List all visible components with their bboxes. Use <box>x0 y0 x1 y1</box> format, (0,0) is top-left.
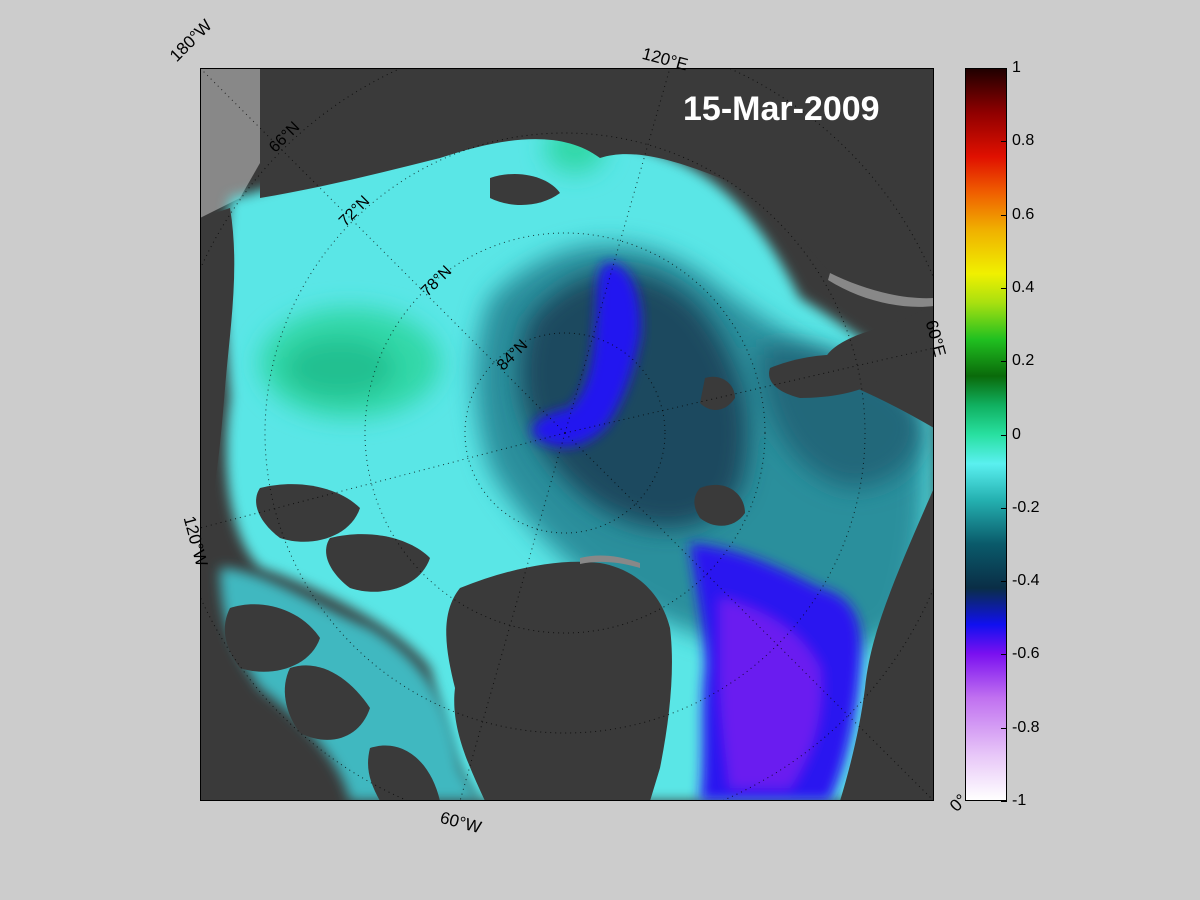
colorbar-tick-mark <box>1001 68 1007 69</box>
latitude-circles <box>200 68 934 801</box>
colorbar-tick-label: -0.6 <box>1012 645 1040 663</box>
svalbard <box>694 484 745 526</box>
colorbar-tick-mark <box>1001 287 1007 289</box>
colorbar-tick-mark <box>1001 141 1007 143</box>
colorbar-tick-label: 0 <box>1012 425 1021 443</box>
scandinavia <box>840 488 934 801</box>
blue-strip-ice <box>532 262 641 447</box>
colorbar-tick-mark <box>1001 654 1007 656</box>
colorbar-tick-mark <box>1001 361 1007 363</box>
colorbar-tick-mark <box>1001 434 1007 436</box>
arctic-map <box>200 68 934 801</box>
meridian-lines <box>200 68 934 801</box>
canada-islands-3 <box>224 604 320 672</box>
colorbar-tick-label: -0.4 <box>1012 572 1040 590</box>
green-ice-core <box>285 338 395 398</box>
coastal-fringe-1 <box>828 273 934 307</box>
lon-label-180w: 180°W <box>166 15 216 66</box>
map-frame <box>200 68 934 801</box>
colorbar-tick-mark <box>1001 581 1007 583</box>
colorbar-tick-label: 1 <box>1012 59 1021 76</box>
novaya-zemlya <box>769 354 890 398</box>
coastal-fringe-2 <box>580 555 640 568</box>
barents-violet-core <box>720 598 821 788</box>
canada-islands-6 <box>368 745 440 801</box>
lon-label-60w: 60°W <box>438 808 484 838</box>
greenland-landmass <box>446 561 672 801</box>
franz-josef-land <box>700 376 735 410</box>
colorbar-tick-label: 0.2 <box>1012 352 1035 370</box>
colorbar-tick-label: 0.6 <box>1012 205 1035 223</box>
new-siberian-islands <box>490 173 560 205</box>
dark-central-ice <box>519 271 748 529</box>
canada-islands-5 <box>200 668 234 788</box>
colorbar-tick-label: 0.4 <box>1012 278 1035 296</box>
canada-islands-1 <box>256 484 360 542</box>
alaska-landmass <box>200 208 235 538</box>
colorbar-tick-label: -0.2 <box>1012 498 1040 516</box>
colorbar-tick-mark <box>1001 507 1007 509</box>
colorbar-tick-label: 0.8 <box>1012 132 1035 150</box>
colorbar-tick-label: -1 <box>1012 792 1027 809</box>
colorbar-tick-mark <box>1001 727 1007 729</box>
canada-islands-2 <box>326 534 430 592</box>
siberia-top <box>260 68 934 302</box>
colorbar-tick-mark <box>1001 801 1007 802</box>
colorbar-tick-mark <box>1001 214 1007 216</box>
date-label: 15-Mar-2009 <box>683 90 880 128</box>
canada-islands-4 <box>284 665 370 740</box>
colorbar-tick-label: -0.8 <box>1012 718 1040 736</box>
colorbar <box>965 68 1007 801</box>
